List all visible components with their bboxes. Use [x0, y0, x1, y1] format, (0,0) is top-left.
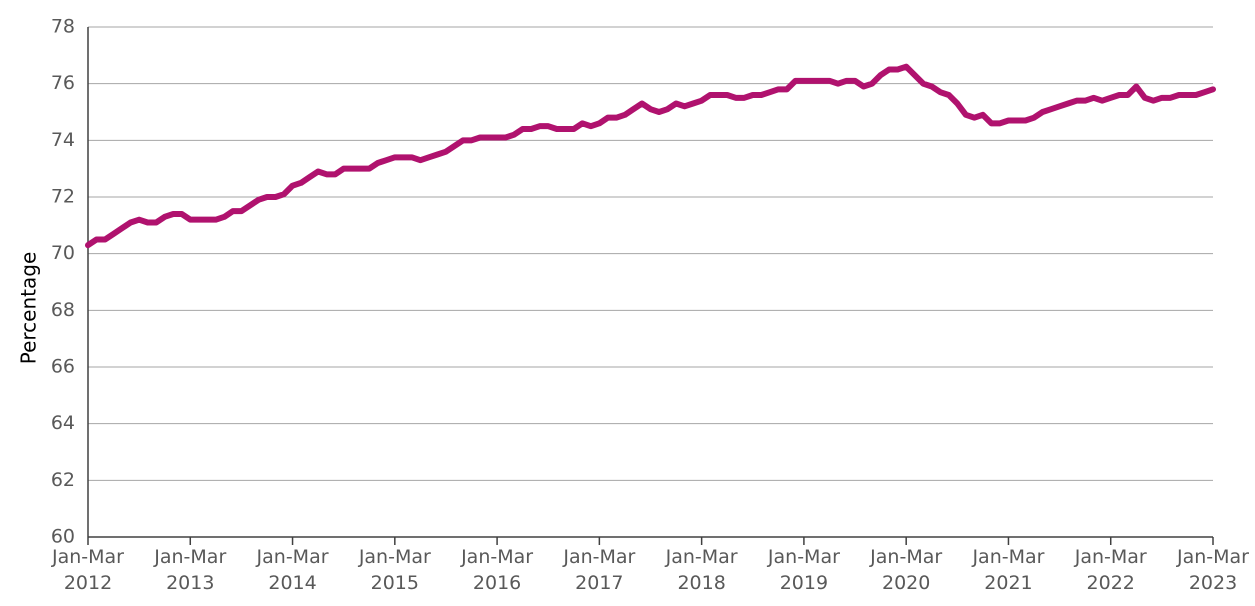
y-tick-label: 66	[51, 356, 75, 378]
y-tick-label: 60	[51, 526, 75, 548]
x-tick-label: Jan-Mar 2014	[256, 546, 329, 594]
x-tick-label: Jan-Mar 2012	[51, 546, 124, 594]
x-tick-label: Jan-Mar 2019	[767, 546, 840, 594]
y-tick-label: 70	[51, 242, 75, 264]
y-tick-label: 62	[51, 469, 75, 491]
data-line	[85, 63, 1216, 249]
y-tick-label: 74	[51, 129, 75, 151]
x-tick-label: Jan-Mar 2022	[1074, 546, 1147, 594]
y-tick-label: 76	[51, 72, 75, 94]
x-tick-label: Jan-Mar 2023	[1176, 546, 1249, 594]
y-axis-title: Percentage	[17, 252, 41, 365]
x-tick-label: Jan-Mar 2013	[153, 546, 226, 594]
y-tick-label: 64	[51, 412, 75, 434]
x-tick-label: Jan-Mar 2018	[665, 546, 738, 594]
y-tick-label: 78	[51, 16, 75, 38]
y-tick-label: 72	[51, 186, 75, 208]
x-tick-label: Jan-Mar 2017	[562, 546, 635, 594]
x-tick-label: Jan-Mar 2020	[869, 546, 942, 594]
y-tick-label: 68	[51, 299, 75, 321]
x-tick-label: Jan-Mar 2015	[358, 546, 431, 594]
x-tick-label: Jan-Mar 2016	[460, 546, 533, 594]
x-tick-label: Jan-Mar 2021	[971, 546, 1044, 594]
